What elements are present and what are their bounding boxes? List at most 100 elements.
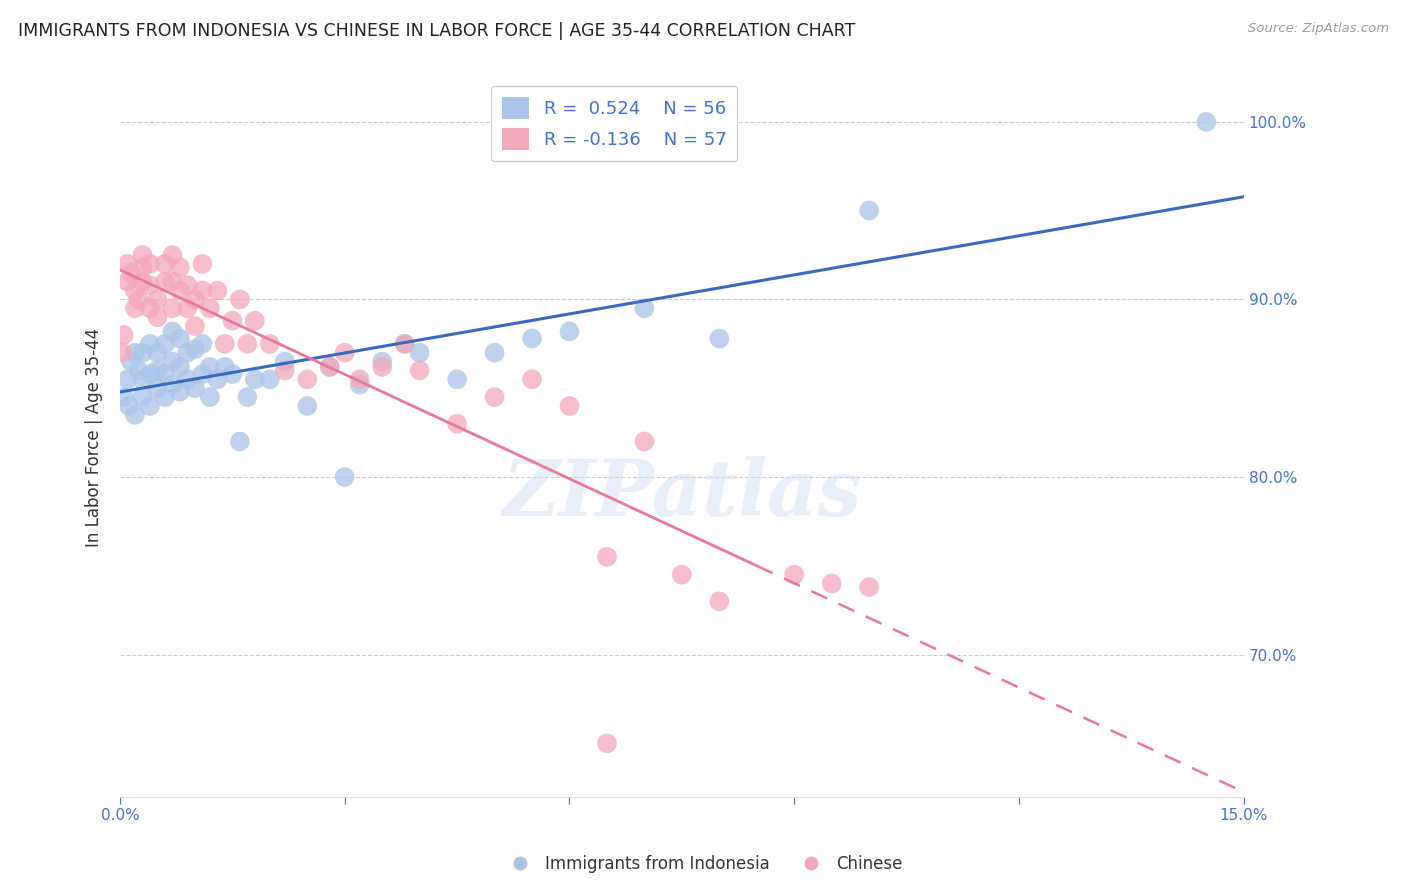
Point — [128, 293, 150, 307]
Point — [319, 359, 342, 374]
Point — [394, 336, 416, 351]
Point — [176, 301, 198, 316]
Point — [274, 363, 297, 377]
Point — [349, 372, 371, 386]
Point — [214, 359, 236, 374]
Point — [162, 301, 184, 316]
Point — [139, 301, 162, 316]
Point — [153, 367, 176, 381]
Point — [207, 372, 229, 386]
Point — [191, 336, 214, 351]
Point — [162, 377, 184, 392]
Point — [214, 336, 236, 351]
Point — [184, 381, 207, 395]
Point — [146, 310, 169, 325]
Point — [520, 372, 543, 386]
Point — [858, 580, 880, 594]
Point — [596, 736, 619, 750]
Text: IMMIGRANTS FROM INDONESIA VS CHINESE IN LABOR FORCE | AGE 35-44 CORRELATION CHAR: IMMIGRANTS FROM INDONESIA VS CHINESE IN … — [18, 22, 855, 40]
Point — [596, 549, 619, 564]
Text: ZIPatlas: ZIPatlas — [502, 457, 862, 533]
Point — [153, 390, 176, 404]
Point — [259, 372, 281, 386]
Point — [191, 284, 214, 298]
Point — [221, 367, 243, 381]
Point — [139, 257, 162, 271]
Point — [633, 434, 655, 449]
Point — [118, 399, 141, 413]
Point — [124, 345, 146, 359]
Text: Source: ZipAtlas.com: Source: ZipAtlas.com — [1249, 22, 1389, 36]
Point — [198, 301, 221, 316]
Point — [162, 248, 184, 262]
Point — [146, 363, 169, 377]
Point — [117, 275, 139, 289]
Point — [709, 331, 731, 345]
Point — [120, 266, 142, 280]
Point — [162, 275, 184, 289]
Point — [349, 377, 371, 392]
Point — [139, 367, 162, 381]
Point — [131, 390, 153, 404]
Point — [176, 345, 198, 359]
Point — [297, 399, 319, 413]
Point — [120, 354, 142, 368]
Point — [169, 359, 191, 374]
Legend: R =  0.524    N = 56, R = -0.136    N = 57: R = 0.524 N = 56, R = -0.136 N = 57 — [492, 87, 737, 161]
Point — [484, 345, 506, 359]
Point — [124, 408, 146, 422]
Point — [131, 345, 153, 359]
Point — [520, 331, 543, 345]
Point — [709, 594, 731, 608]
Point — [112, 390, 135, 404]
Point — [371, 359, 394, 374]
Point — [274, 354, 297, 368]
Point — [446, 372, 468, 386]
Point — [146, 293, 169, 307]
Point — [198, 390, 221, 404]
Point — [821, 576, 844, 591]
Point — [131, 372, 153, 386]
Point — [191, 257, 214, 271]
Point — [221, 314, 243, 328]
Point — [169, 331, 191, 345]
Point — [128, 363, 150, 377]
Point — [671, 567, 693, 582]
Point — [131, 260, 153, 275]
Point — [229, 293, 252, 307]
Point — [124, 284, 146, 298]
Point — [633, 301, 655, 316]
Point — [169, 260, 191, 275]
Point — [162, 354, 184, 368]
Point — [408, 363, 430, 377]
Point — [371, 354, 394, 368]
Point — [558, 325, 581, 339]
Point — [207, 284, 229, 298]
Point — [112, 327, 135, 342]
Point — [184, 319, 207, 334]
Point — [184, 342, 207, 356]
Point — [1195, 115, 1218, 129]
Legend: Immigrants from Indonesia, Chinese: Immigrants from Indonesia, Chinese — [496, 848, 910, 880]
Point — [484, 390, 506, 404]
Point — [333, 345, 356, 359]
Point — [139, 278, 162, 293]
Point — [184, 293, 207, 307]
Point — [229, 434, 252, 449]
Point — [117, 372, 139, 386]
Point — [319, 359, 342, 374]
Point — [139, 399, 162, 413]
Point — [243, 372, 266, 386]
Point — [408, 345, 430, 359]
Point — [146, 381, 169, 395]
Point — [198, 359, 221, 374]
Point — [858, 203, 880, 218]
Point — [394, 336, 416, 351]
Point — [191, 367, 214, 381]
Point — [139, 336, 162, 351]
Point — [169, 384, 191, 399]
Point — [236, 390, 259, 404]
Point — [243, 314, 266, 328]
Point — [131, 275, 153, 289]
Point — [176, 372, 198, 386]
